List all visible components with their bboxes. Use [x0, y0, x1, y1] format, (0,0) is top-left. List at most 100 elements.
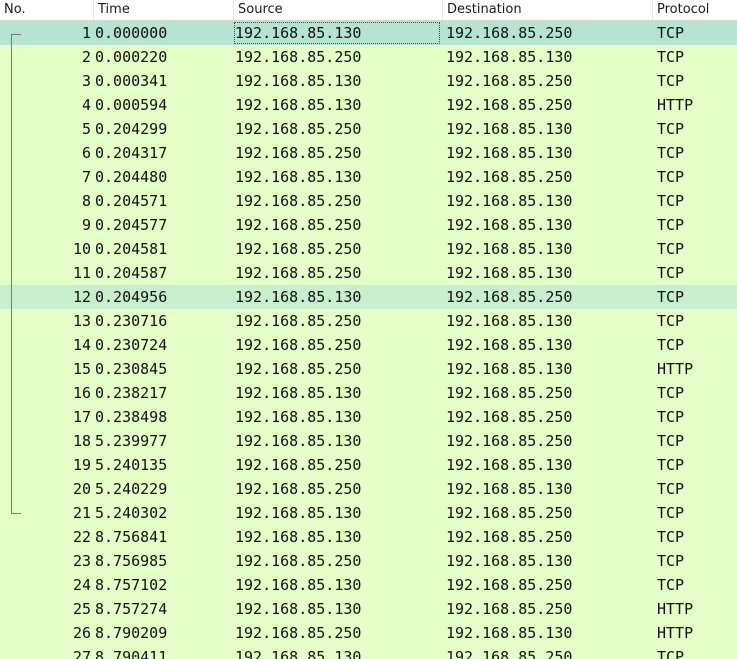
packet-destination: 192.168.85.250	[446, 648, 573, 659]
packet-protocol: TCP	[657, 120, 685, 138]
column-header-protocol[interactable]: Protocol	[657, 2, 710, 17]
packet-row[interactable]: 16 0.238217 192.168.85.130 192.168.85.250 TC…	[0, 381, 737, 405]
packet-time: 8.790209	[95, 624, 168, 642]
packet-source: 192.168.85.130	[235, 600, 362, 618]
packet-destination: 192.168.85.250	[446, 96, 573, 114]
packet-row[interactable]: 10 0.204581 192.168.85.250 192.168.85.130 TC…	[0, 237, 737, 261]
packet-no: 5	[81, 120, 91, 138]
packet-source: 192.168.85.250	[235, 192, 362, 210]
packet-no: 12	[72, 288, 91, 306]
packet-time: 5.240229	[95, 480, 168, 498]
packet-no: 25	[72, 600, 91, 618]
packet-row[interactable]: 18 5.239977 192.168.85.130 192.168.85.250 TC…	[0, 429, 737, 453]
packet-row[interactable]: 1 0.000000 192.168.85.130 192.168.85.250 TCP	[0, 21, 737, 45]
packet-time: 5.239977	[95, 432, 168, 450]
packet-row[interactable]: 13 0.230716 192.168.85.250 192.168.85.130 TC…	[0, 309, 737, 333]
packet-destination: 192.168.85.130	[446, 624, 573, 642]
packet-time: 0.204299	[95, 120, 168, 138]
packet-row[interactable]: 24 8.757102 192.168.85.130 192.168.85.250 TC…	[0, 573, 737, 597]
packet-source: 192.168.85.250	[235, 480, 362, 498]
packet-row[interactable]: 5 0.204299 192.168.85.250 192.168.85.130 TCP	[0, 117, 737, 141]
packet-protocol: TCP	[657, 480, 685, 498]
packet-time: 8.790411	[95, 648, 168, 659]
packet-no: 10	[72, 240, 91, 258]
packet-time: 0.230724	[95, 336, 168, 354]
packet-source: 192.168.85.250	[235, 552, 362, 570]
packet-row[interactable]: 2 0.000220 192.168.85.250 192.168.85.130 TCP	[0, 45, 737, 69]
packet-time: 0.000341	[95, 72, 168, 90]
packet-time: 0.204317	[95, 144, 168, 162]
packet-destination: 192.168.85.250	[446, 72, 573, 90]
packet-row[interactable]: 11 0.204587 192.168.85.250 192.168.85.130 TC…	[0, 261, 737, 285]
packet-protocol: TCP	[657, 288, 685, 306]
packet-source: 192.168.85.250	[235, 456, 362, 474]
packet-protocol: TCP	[657, 216, 685, 234]
packet-source: 192.168.85.250	[235, 120, 362, 138]
packet-no: 18	[72, 432, 91, 450]
column-header-no[interactable]: No.	[0, 0, 94, 20]
packet-row[interactable]: 22 8.756841 192.168.85.130 192.168.85.250 TC…	[0, 525, 737, 549]
packet-source: 192.168.85.250	[235, 312, 362, 330]
packet-row[interactable]: 4 0.000594 192.168.85.130 192.168.85.250 HTT…	[0, 93, 737, 117]
packet-source: 192.168.85.250	[235, 240, 362, 258]
packet-no: 3	[81, 72, 91, 90]
column-header-time[interactable]: Time	[94, 0, 234, 20]
packet-no: 1	[81, 24, 91, 42]
packet-destination: 192.168.85.250	[446, 168, 573, 186]
column-header-destination[interactable]: Destination	[443, 0, 653, 20]
packet-protocol: TCP	[657, 240, 685, 258]
packet-row[interactable]: 20 5.240229 192.168.85.250 192.168.85.130 TC…	[0, 477, 737, 501]
packet-protocol: TCP	[657, 432, 685, 450]
packet-protocol: TCP	[657, 648, 685, 659]
packet-no: 2	[81, 48, 91, 66]
packet-row[interactable]: 15 0.230845 192.168.85.250 192.168.85.130 HT…	[0, 357, 737, 381]
packet-row[interactable]: 9 0.204577 192.168.85.250 192.168.85.130 TCP	[0, 213, 737, 237]
packet-row[interactable]: 12 0.204956 192.168.85.130 192.168.85.250 TC…	[0, 285, 737, 309]
packet-time: 0.204480	[95, 168, 168, 186]
packet-row[interactable]: 14 0.230724 192.168.85.250 192.168.85.130 TC…	[0, 333, 737, 357]
packet-destination: 192.168.85.130	[446, 312, 573, 330]
packet-destination: 192.168.85.130	[446, 264, 573, 282]
packet-destination: 192.168.85.250	[446, 528, 573, 546]
packet-row[interactable]: 6 0.204317 192.168.85.250 192.168.85.130 TCP	[0, 141, 737, 165]
packet-no: 11	[72, 264, 91, 282]
packet-source: 192.168.85.250	[235, 48, 362, 66]
packet-source: 192.168.85.130	[235, 168, 362, 186]
packet-source: 192.168.85.130	[235, 528, 362, 546]
packet-time: 8.757274	[95, 600, 168, 618]
packet-destination: 192.168.85.130	[446, 120, 573, 138]
packet-destination: 192.168.85.130	[446, 216, 573, 234]
packet-time: 8.756841	[95, 528, 168, 546]
packet-protocol: HTTP	[657, 624, 694, 642]
packet-no: 14	[72, 336, 91, 354]
packet-destination: 192.168.85.250	[446, 288, 573, 306]
packet-row[interactable]: 7 0.204480 192.168.85.130 192.168.85.250 TCP	[0, 165, 737, 189]
packet-protocol: TCP	[657, 168, 685, 186]
packet-row[interactable]: 26 8.790209 192.168.85.250 192.168.85.130 HT…	[0, 621, 737, 645]
packet-row[interactable]: 17 0.238498 192.168.85.130 192.168.85.250 TC…	[0, 405, 737, 429]
packet-destination: 192.168.85.130	[446, 192, 573, 210]
column-header-source[interactable]: Source	[234, 0, 443, 20]
packet-row[interactable]: 23 8.756985 192.168.85.250 192.168.85.130 TC…	[0, 549, 737, 573]
packet-source: 192.168.85.130	[235, 408, 362, 426]
packet-destination: 192.168.85.250	[446, 600, 573, 618]
packet-time: 0.000220	[95, 48, 168, 66]
packet-no: 13	[72, 312, 91, 330]
packet-source: 192.168.85.250	[235, 264, 362, 282]
packet-destination: 192.168.85.130	[446, 360, 573, 378]
packet-row[interactable]: 21 5.240302 192.168.85.130 192.168.85.250 TC…	[0, 501, 737, 525]
packet-row[interactable]: 27 8.790411 192.168.85.130 192.168.85.250 TC…	[0, 645, 737, 659]
packet-protocol: TCP	[657, 384, 685, 402]
packet-no: 4	[81, 96, 91, 114]
packet-row[interactable]: 3 0.000341 192.168.85.130 192.168.85.250 TCP	[0, 69, 737, 93]
packet-source: 192.168.85.130	[235, 72, 362, 90]
packet-row[interactable]: 19 5.240135 192.168.85.250 192.168.85.130 TC…	[0, 453, 737, 477]
packet-row[interactable]: 8 0.204571 192.168.85.250 192.168.85.130 TCP	[0, 189, 737, 213]
packet-protocol: TCP	[657, 48, 685, 66]
packet-protocol: TCP	[657, 24, 685, 42]
packet-time: 0.000000	[95, 24, 168, 42]
packet-no: 24	[72, 576, 91, 594]
packet-row[interactable]: 25 8.757274 192.168.85.130 192.168.85.250 HT…	[0, 597, 737, 621]
packet-list-header: No. Time Source Destination Protocol	[0, 0, 737, 21]
